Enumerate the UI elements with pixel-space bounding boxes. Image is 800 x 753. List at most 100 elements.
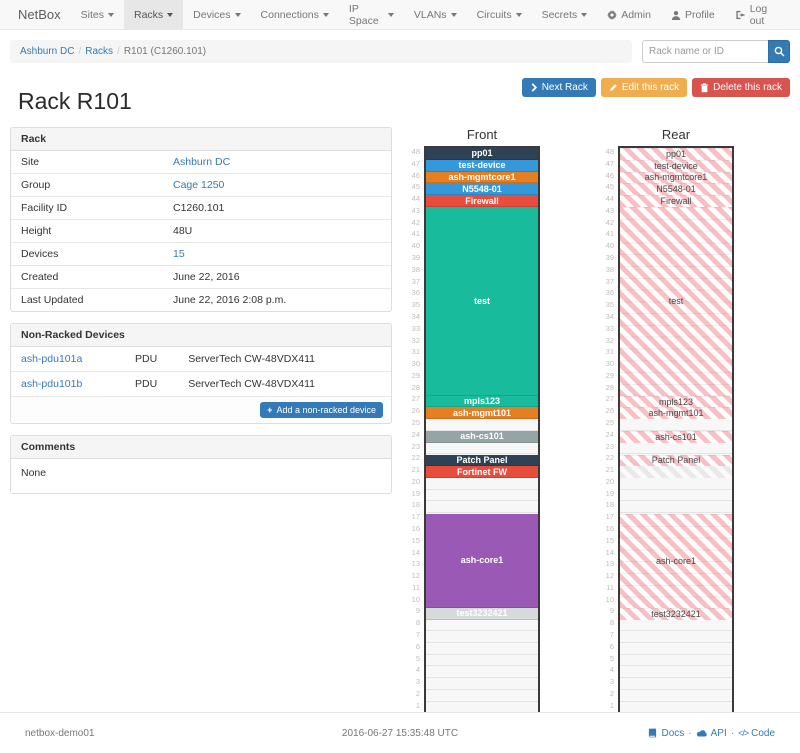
unit-number: 13: [605, 559, 614, 569]
nav-item-circuits[interactable]: Circuits: [467, 0, 532, 29]
rear-unit-slot-4: [620, 666, 732, 679]
front-device-n5548-01[interactable]: N5548-01: [426, 183, 538, 196]
rear-unit-slot-6: [620, 642, 732, 655]
unit-number: 13: [411, 559, 420, 569]
unit-number: 24: [411, 429, 420, 439]
breadcrumb-link-ashburn-dc[interactable]: Ashburn DC: [20, 46, 75, 57]
unit-number: 45: [605, 182, 614, 192]
delete-rack-button[interactable]: Delete this rack: [692, 78, 790, 97]
unit-number: 16: [605, 524, 614, 533]
attr-label: Facility ID: [21, 202, 68, 214]
nav-item-profile[interactable]: Profile: [661, 0, 725, 29]
breadcrumb-link-racks[interactable]: Racks: [85, 46, 114, 57]
footer-link-docs[interactable]: Docs: [648, 728, 684, 739]
front-device-mpls123[interactable]: mpls123: [426, 395, 538, 408]
nav-item-devices[interactable]: Devices: [183, 0, 250, 29]
front-device-patch-panel[interactable]: Patch Panel: [426, 454, 538, 467]
front-unit-slot-19: [426, 489, 538, 502]
attr-value: C1260.101: [173, 202, 225, 214]
attr-value[interactable]: 15: [173, 248, 185, 260]
unit-number: 28: [411, 382, 420, 392]
front-unit-slot-2: [426, 689, 538, 702]
front-device-ash-mgmtcore1[interactable]: ash-mgmtcore1: [426, 171, 538, 184]
unit-number: 22: [605, 453, 614, 463]
front-unit-slot-6: [426, 642, 538, 655]
footer-link-code[interactable]: </> Code: [738, 728, 775, 739]
unit-number: 10: [411, 594, 420, 604]
attr-label: Created: [21, 271, 59, 283]
unit-number: 6: [609, 641, 614, 651]
app-brand[interactable]: NetBox: [18, 7, 61, 22]
nav-item-log-out[interactable]: Log out: [725, 0, 792, 29]
attr-value: June 22, 2016 2:08 p.m.: [173, 294, 287, 306]
unit-number: 41: [411, 229, 420, 239]
device-link-ash-pdu101b[interactable]: ash-pdu101b: [21, 378, 83, 390]
front-device-test[interactable]: test: [426, 206, 538, 396]
unit-number: 18: [605, 500, 614, 510]
nav-item-sites[interactable]: Sites: [71, 0, 124, 29]
nav-item-ip-space[interactable]: IP Space: [339, 0, 404, 29]
unit-number: 40: [411, 241, 420, 251]
attr-label: Height: [21, 225, 52, 237]
front-unit-numbers: 48 47 46 45 44 43 42 41 40 39 38 37 36 35 34 33 32 31 30 29…: [408, 146, 424, 712]
front-elevation-title: Front: [466, 127, 498, 142]
front-device-fortinet-fw[interactable]: Fortinet FW: [426, 466, 538, 479]
search-input[interactable]: [642, 40, 768, 63]
footer-link-api[interactable]: API: [696, 728, 727, 739]
front-device-firewall[interactable]: Firewall: [426, 195, 538, 207]
attr-value[interactable]: Ashburn DC: [173, 156, 231, 168]
unit-number: 38: [411, 264, 420, 274]
unit-number: 11: [606, 582, 614, 592]
rear-device-ash-core1: ash-core1: [620, 513, 732, 608]
front-device-test-device[interactable]: test-device: [426, 159, 538, 172]
unit-number: 21: [605, 465, 614, 475]
unit-number: 5: [415, 653, 420, 663]
nav-item-admin[interactable]: Admin: [597, 0, 661, 29]
front-device-pp01[interactable]: pp01: [426, 148, 538, 160]
search-button[interactable]: [768, 40, 790, 63]
unit-number: 22: [411, 453, 420, 463]
unit-number: 8: [609, 618, 614, 628]
unit-number: 11: [412, 582, 420, 592]
nav-item-secrets[interactable]: Secrets: [532, 0, 598, 29]
next-rack-button[interactable]: Next Rack: [521, 78, 596, 97]
rear-elevation: Rear 48 47 46 45 44 43 42 41 40 39 38 37 36 35 34 33 32 3…: [602, 127, 734, 714]
attr-value-cell: 48U: [163, 220, 391, 242]
unit-number: 37: [411, 276, 420, 286]
rear-device-ash-mgmt101: ash-mgmt101: [620, 407, 732, 420]
nav-item-label: Secrets: [541, 8, 578, 21]
device-model: ServerTech CW-48VDX411: [188, 378, 316, 390]
add-non-racked-device-button[interactable]: + Add a non-racked device: [260, 402, 383, 418]
nav-item-racks[interactable]: Racks: [123, 0, 184, 29]
front-device-test3232421[interactable]: test3232421: [426, 607, 538, 620]
edit-rack-button[interactable]: Edit this rack: [600, 78, 688, 97]
unit-number: 28: [605, 382, 614, 392]
attr-label: Site: [21, 156, 40, 168]
footer-link-label: API: [710, 727, 727, 739]
unit-number: 44: [411, 194, 420, 204]
unit-number: 26: [411, 406, 420, 416]
rear-device-firewall: Firewall: [620, 195, 732, 207]
unit-number: 23: [411, 441, 420, 451]
gear-icon: [607, 9, 618, 20]
unit-number: 39: [605, 253, 614, 263]
front-device-ash-cs101[interactable]: ash-cs101: [426, 431, 538, 443]
unit-number: 19: [411, 488, 420, 498]
rear-device-patch-panel: Patch Panel: [620, 454, 732, 467]
nav-item-label: Racks: [133, 8, 164, 21]
nav-item-connections[interactable]: Connections: [251, 0, 339, 29]
front-elevation: Front 48 47 46 45 44 43 42 41 40 39 38 37 36 35 34 33 32…: [408, 127, 540, 714]
front-device-ash-mgmt101[interactable]: ash-mgmt101: [426, 407, 538, 420]
rear-rack: pp01 test-device ash-mgmtcore1 N5548-01 Fire…: [618, 146, 734, 714]
rack-search: [642, 40, 790, 63]
nav-item-vlans[interactable]: VLANs: [404, 0, 467, 29]
unit-number: 40: [605, 241, 614, 251]
chevron-down-icon: [581, 12, 588, 17]
attr-value[interactable]: Cage 1250: [173, 179, 225, 191]
front-device-ash-core1[interactable]: ash-core1: [426, 513, 538, 608]
unit-number: 34: [411, 311, 420, 321]
device-model: ServerTech CW-48VDX411: [188, 353, 316, 365]
breadcrumb-current: R101 (C1260.101): [123, 46, 207, 57]
device-link-ash-pdu101a[interactable]: ash-pdu101a: [21, 353, 83, 365]
plus-icon: +: [267, 405, 273, 415]
